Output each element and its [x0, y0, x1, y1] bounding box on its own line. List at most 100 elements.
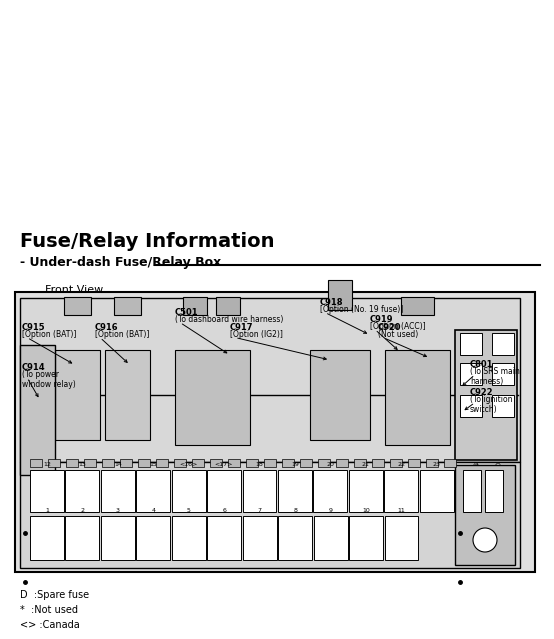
- Text: 22: 22: [397, 462, 405, 467]
- Bar: [426, 459, 438, 467]
- Bar: [314, 516, 347, 560]
- Bar: [246, 459, 258, 467]
- Text: (To dashboard wire harness): (To dashboard wire harness): [175, 315, 284, 324]
- Bar: [408, 459, 420, 467]
- Text: D  :Spare fuse: D :Spare fuse: [20, 590, 89, 600]
- Bar: [354, 459, 366, 467]
- Bar: [282, 459, 294, 467]
- Bar: [210, 459, 222, 467]
- Text: 8: 8: [293, 508, 297, 513]
- Text: 15: 15: [150, 462, 157, 467]
- Circle shape: [473, 528, 497, 552]
- Text: 14: 14: [114, 462, 122, 467]
- Bar: [20, 345, 55, 475]
- Text: <> :Canada: <> :Canada: [20, 620, 80, 630]
- Bar: [120, 459, 132, 467]
- Text: 1: 1: [45, 508, 49, 513]
- Text: C918: C918: [320, 298, 343, 307]
- Bar: [300, 459, 312, 467]
- Text: (To power
window relay): (To power window relay): [22, 370, 76, 389]
- Text: C914: C914: [22, 363, 45, 372]
- Bar: [385, 350, 450, 445]
- Text: (To SRS main
harness): (To SRS main harness): [470, 367, 520, 387]
- Bar: [216, 297, 240, 315]
- Bar: [102, 459, 114, 467]
- Bar: [48, 459, 60, 467]
- Bar: [455, 465, 515, 565]
- Bar: [114, 297, 141, 315]
- Bar: [310, 350, 370, 440]
- Bar: [318, 459, 330, 467]
- Text: [Option (No. 19 fuse)]: [Option (No. 19 fuse)]: [320, 305, 403, 314]
- Text: *  :Not used: * :Not used: [20, 605, 78, 615]
- Text: 5: 5: [187, 508, 191, 513]
- Text: 4: 4: [151, 508, 155, 513]
- Bar: [15, 292, 535, 572]
- Text: 25: 25: [493, 462, 501, 467]
- Text: [Option (BAT)]: [Option (BAT)]: [95, 330, 150, 339]
- Bar: [174, 459, 186, 467]
- Bar: [460, 333, 482, 355]
- Text: 9: 9: [329, 508, 332, 513]
- Bar: [384, 470, 418, 512]
- Bar: [485, 470, 503, 512]
- Bar: [20, 462, 520, 568]
- Text: 10: 10: [362, 508, 370, 513]
- Bar: [419, 470, 454, 512]
- Text: [Option (BAT)]: [Option (BAT)]: [22, 330, 76, 339]
- Text: C915: C915: [22, 323, 45, 332]
- Bar: [175, 350, 250, 445]
- Bar: [136, 470, 170, 512]
- Text: C801: C801: [470, 360, 494, 369]
- Text: 12: 12: [43, 462, 51, 467]
- Bar: [492, 333, 514, 355]
- Bar: [55, 350, 100, 440]
- Bar: [84, 459, 96, 467]
- Bar: [101, 516, 135, 560]
- Bar: [390, 459, 402, 467]
- Bar: [460, 395, 482, 417]
- Bar: [20, 298, 520, 462]
- Text: 2: 2: [80, 508, 84, 513]
- Bar: [243, 516, 276, 560]
- Bar: [66, 459, 78, 467]
- Bar: [105, 350, 150, 440]
- Bar: [314, 470, 347, 512]
- Text: 11: 11: [398, 508, 406, 513]
- Bar: [65, 516, 99, 560]
- Bar: [455, 330, 517, 460]
- Text: - Under-dash Fuse/Relay Box: - Under-dash Fuse/Relay Box: [20, 256, 221, 269]
- Bar: [349, 516, 383, 560]
- Bar: [192, 459, 204, 467]
- Bar: [182, 297, 207, 315]
- Bar: [65, 470, 99, 512]
- Bar: [228, 459, 240, 467]
- Text: C916: C916: [95, 323, 119, 332]
- Bar: [336, 459, 348, 467]
- Bar: [401, 297, 434, 315]
- Bar: [136, 516, 170, 560]
- Text: 3: 3: [116, 508, 120, 513]
- Bar: [460, 363, 482, 385]
- Bar: [30, 516, 64, 560]
- Text: C501: C501: [175, 308, 199, 317]
- Text: [Option (IG2)]: [Option (IG2)]: [230, 330, 283, 339]
- Text: C922: C922: [470, 388, 494, 397]
- Text: 7: 7: [258, 508, 261, 513]
- Bar: [172, 470, 206, 512]
- Bar: [278, 516, 312, 560]
- Text: [Option (ACC)]: [Option (ACC)]: [370, 322, 425, 331]
- Bar: [243, 470, 276, 512]
- Bar: [30, 470, 64, 512]
- Text: 6: 6: [222, 508, 226, 513]
- Text: 21: 21: [362, 462, 370, 467]
- Bar: [492, 363, 514, 385]
- Bar: [463, 470, 481, 512]
- Text: C917: C917: [230, 323, 254, 332]
- Bar: [207, 516, 241, 560]
- Bar: [264, 459, 276, 467]
- Text: Fuse/Relay Information: Fuse/Relay Information: [20, 232, 274, 251]
- Bar: [172, 516, 206, 560]
- Bar: [372, 459, 384, 467]
- Bar: [349, 470, 383, 512]
